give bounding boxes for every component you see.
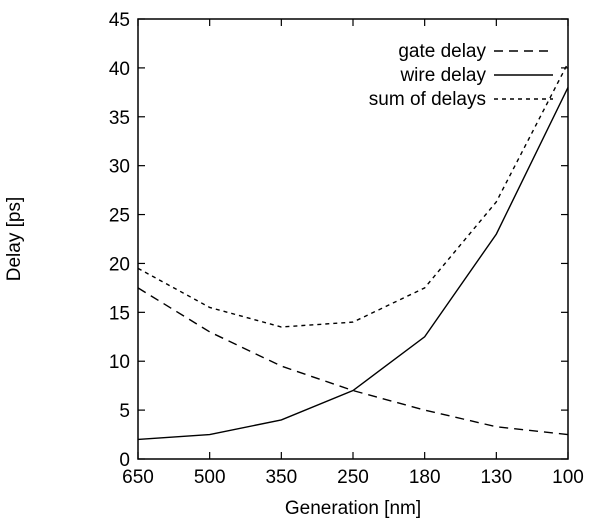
x-tick-label: 180 bbox=[409, 467, 441, 488]
x-tick-label: 250 bbox=[337, 467, 369, 488]
x-tick-label: 100 bbox=[552, 467, 584, 488]
x-axis: 650 500 350 250 180 130 100 bbox=[122, 19, 584, 488]
legend: gate delay wire delay sum of delays bbox=[369, 41, 553, 110]
plot-area bbox=[137, 18, 569, 460]
y-tick-label: 15 bbox=[109, 303, 130, 324]
x-tick-label: 500 bbox=[194, 467, 226, 488]
y-tick-label: 30 bbox=[109, 157, 130, 178]
y-tick-label: 45 bbox=[109, 10, 130, 31]
x-tick-label: 130 bbox=[480, 467, 512, 488]
y-tick-label: 0 bbox=[119, 450, 130, 471]
legend-label-gate-delay: gate delay bbox=[398, 41, 486, 62]
y-tick-label: 40 bbox=[109, 59, 130, 80]
y-axis: 0 5 10 15 20 25 30 35 40 45 bbox=[109, 10, 568, 471]
legend-label-sum-of-delays: sum of delays bbox=[369, 89, 486, 110]
y-axis-title: Delay [ps] bbox=[4, 197, 25, 281]
series-line-gate-delay bbox=[137, 287, 569, 436]
x-tick-label: 350 bbox=[265, 467, 297, 488]
y-tick-label: 25 bbox=[109, 206, 130, 227]
x-axis-title: Generation [nm] bbox=[285, 498, 421, 519]
legend-label-wire-delay: wire delay bbox=[399, 65, 486, 86]
series-group bbox=[137, 62, 569, 441]
y-tick-label: 20 bbox=[109, 254, 130, 275]
series-line-wire-delay bbox=[137, 87, 569, 441]
plot-frame bbox=[137, 18, 569, 460]
y-tick-label: 10 bbox=[109, 352, 130, 373]
series-line-sum-of-delays bbox=[137, 62, 569, 328]
y-tick-label: 35 bbox=[109, 108, 130, 129]
y-tick-label: 5 bbox=[119, 401, 130, 422]
x-tick-label: 650 bbox=[122, 467, 154, 488]
